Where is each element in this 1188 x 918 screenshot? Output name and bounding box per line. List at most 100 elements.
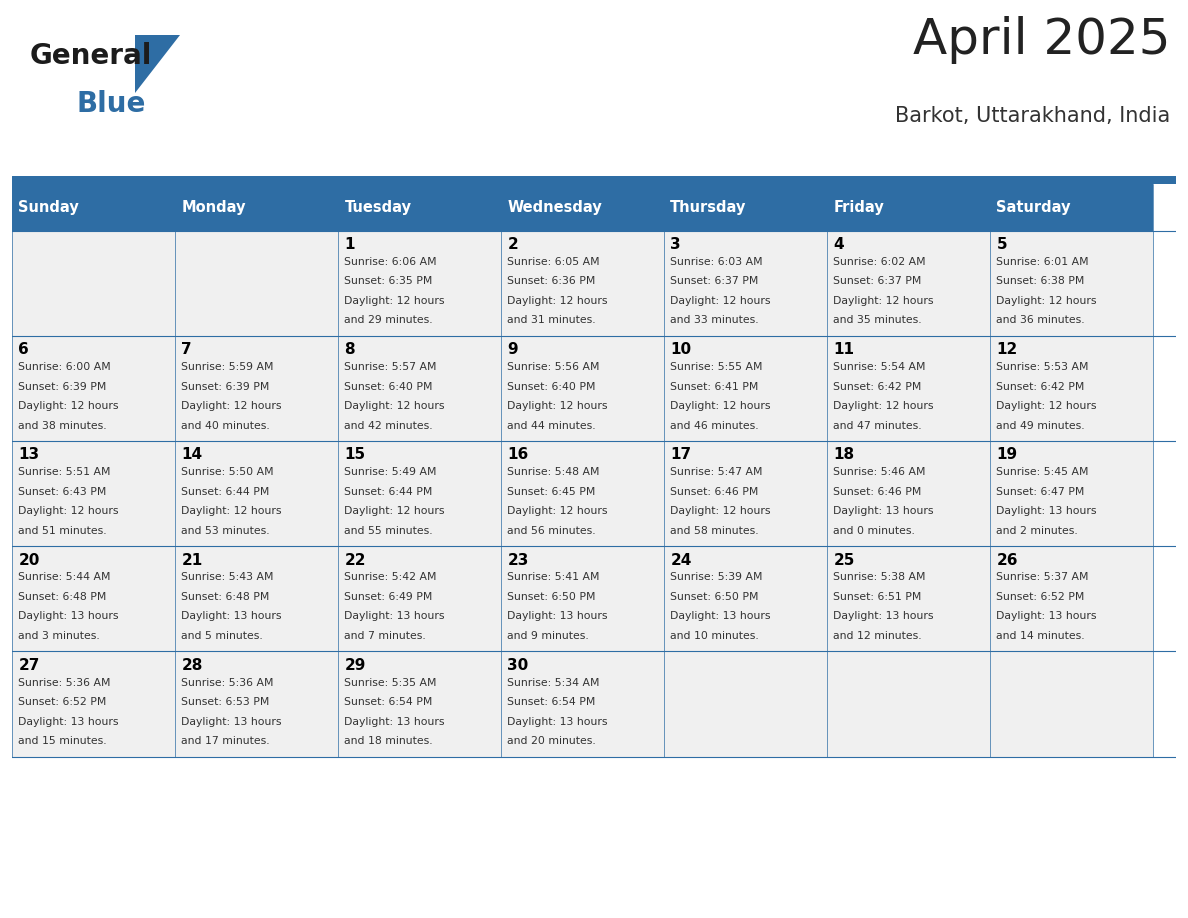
Text: Sunset: 6:51 PM: Sunset: 6:51 PM bbox=[833, 592, 922, 602]
Text: Daylight: 12 hours: Daylight: 12 hours bbox=[507, 506, 608, 516]
Text: Sunrise: 5:50 AM: Sunrise: 5:50 AM bbox=[182, 467, 274, 477]
Bar bbox=[501, 652, 664, 756]
Text: 25: 25 bbox=[833, 553, 854, 567]
Text: 10: 10 bbox=[670, 342, 691, 357]
Text: 16: 16 bbox=[507, 447, 529, 463]
Text: 22: 22 bbox=[345, 553, 366, 567]
Text: and 56 minutes.: and 56 minutes. bbox=[507, 526, 596, 536]
Text: and 3 minutes.: and 3 minutes. bbox=[18, 631, 100, 641]
Bar bbox=[12, 230, 175, 336]
Text: and 5 minutes.: and 5 minutes. bbox=[182, 631, 264, 641]
Text: and 53 minutes.: and 53 minutes. bbox=[182, 526, 270, 536]
Text: Daylight: 12 hours: Daylight: 12 hours bbox=[345, 296, 444, 306]
Text: Daylight: 12 hours: Daylight: 12 hours bbox=[182, 401, 282, 411]
Bar bbox=[501, 546, 664, 652]
Text: and 38 minutes.: and 38 minutes. bbox=[18, 420, 107, 431]
Text: 2: 2 bbox=[507, 237, 518, 252]
Text: 1: 1 bbox=[345, 237, 355, 252]
Text: 9: 9 bbox=[507, 342, 518, 357]
Bar bbox=[990, 336, 1152, 441]
Text: Daylight: 12 hours: Daylight: 12 hours bbox=[182, 506, 282, 516]
Text: Sunset: 6:49 PM: Sunset: 6:49 PM bbox=[345, 592, 432, 602]
Text: 14: 14 bbox=[182, 447, 202, 463]
Text: Sunrise: 5:35 AM: Sunrise: 5:35 AM bbox=[345, 677, 437, 688]
Text: Daylight: 12 hours: Daylight: 12 hours bbox=[670, 296, 771, 306]
Text: Sunset: 6:44 PM: Sunset: 6:44 PM bbox=[182, 487, 270, 497]
Text: Sunset: 6:40 PM: Sunset: 6:40 PM bbox=[345, 382, 432, 392]
Text: Daylight: 12 hours: Daylight: 12 hours bbox=[18, 506, 119, 516]
Text: Sunset: 6:40 PM: Sunset: 6:40 PM bbox=[507, 382, 596, 392]
Bar bbox=[175, 546, 337, 652]
Text: and 49 minutes.: and 49 minutes. bbox=[997, 420, 1085, 431]
Text: Daylight: 13 hours: Daylight: 13 hours bbox=[997, 506, 1097, 516]
Text: and 40 minutes.: and 40 minutes. bbox=[182, 420, 270, 431]
Bar bbox=[827, 546, 990, 652]
Text: Daylight: 13 hours: Daylight: 13 hours bbox=[18, 611, 119, 621]
Bar bbox=[990, 546, 1152, 652]
Text: 19: 19 bbox=[997, 447, 1017, 463]
Text: and 12 minutes.: and 12 minutes. bbox=[833, 631, 922, 641]
Text: Daylight: 13 hours: Daylight: 13 hours bbox=[182, 611, 282, 621]
Text: Sunset: 6:53 PM: Sunset: 6:53 PM bbox=[182, 697, 270, 707]
Text: Blue: Blue bbox=[77, 90, 146, 118]
Text: Sunrise: 5:46 AM: Sunrise: 5:46 AM bbox=[833, 467, 925, 477]
Text: Daylight: 12 hours: Daylight: 12 hours bbox=[997, 401, 1097, 411]
Text: Sunrise: 6:01 AM: Sunrise: 6:01 AM bbox=[997, 257, 1089, 267]
Bar bbox=[175, 652, 337, 756]
Text: Daylight: 13 hours: Daylight: 13 hours bbox=[18, 717, 119, 726]
Bar bbox=[12, 441, 175, 546]
Text: and 18 minutes.: and 18 minutes. bbox=[345, 736, 432, 746]
Text: Sunrise: 5:37 AM: Sunrise: 5:37 AM bbox=[997, 573, 1089, 583]
Text: Sunrise: 5:55 AM: Sunrise: 5:55 AM bbox=[670, 363, 763, 372]
Text: Sunrise: 5:45 AM: Sunrise: 5:45 AM bbox=[997, 467, 1089, 477]
Text: Sunset: 6:37 PM: Sunset: 6:37 PM bbox=[833, 276, 922, 286]
Text: Daylight: 13 hours: Daylight: 13 hours bbox=[833, 506, 934, 516]
Text: Daylight: 13 hours: Daylight: 13 hours bbox=[507, 611, 608, 621]
Text: and 7 minutes.: and 7 minutes. bbox=[345, 631, 426, 641]
Text: Daylight: 13 hours: Daylight: 13 hours bbox=[833, 611, 934, 621]
Bar bbox=[990, 652, 1152, 756]
Text: and 46 minutes.: and 46 minutes. bbox=[670, 420, 759, 431]
Text: Sunrise: 6:06 AM: Sunrise: 6:06 AM bbox=[345, 257, 437, 267]
Text: Daylight: 12 hours: Daylight: 12 hours bbox=[670, 401, 771, 411]
Text: and 9 minutes.: and 9 minutes. bbox=[507, 631, 589, 641]
Text: Daylight: 12 hours: Daylight: 12 hours bbox=[670, 506, 771, 516]
Text: 15: 15 bbox=[345, 447, 366, 463]
Text: 18: 18 bbox=[833, 447, 854, 463]
Text: Sunrise: 5:59 AM: Sunrise: 5:59 AM bbox=[182, 363, 274, 372]
Text: Sunrise: 5:47 AM: Sunrise: 5:47 AM bbox=[670, 467, 763, 477]
Bar bbox=[664, 184, 827, 230]
Text: Sunset: 6:39 PM: Sunset: 6:39 PM bbox=[182, 382, 270, 392]
Text: 3: 3 bbox=[670, 237, 681, 252]
Bar bbox=[337, 336, 501, 441]
Bar bbox=[501, 336, 664, 441]
Text: Sunset: 6:54 PM: Sunset: 6:54 PM bbox=[507, 697, 595, 707]
Text: Sunset: 6:50 PM: Sunset: 6:50 PM bbox=[507, 592, 596, 602]
Text: Sunrise: 6:02 AM: Sunrise: 6:02 AM bbox=[833, 257, 925, 267]
Text: Tuesday: Tuesday bbox=[345, 200, 411, 215]
Text: Sunset: 6:42 PM: Sunset: 6:42 PM bbox=[997, 382, 1085, 392]
Text: Sunday: Sunday bbox=[18, 200, 80, 215]
Text: 26: 26 bbox=[997, 553, 1018, 567]
Bar bbox=[12, 652, 175, 756]
Text: 29: 29 bbox=[345, 657, 366, 673]
Text: 7: 7 bbox=[182, 342, 192, 357]
Text: Daylight: 12 hours: Daylight: 12 hours bbox=[833, 296, 934, 306]
Text: and 51 minutes.: and 51 minutes. bbox=[18, 526, 107, 536]
Text: and 2 minutes.: and 2 minutes. bbox=[997, 526, 1079, 536]
Text: and 20 minutes.: and 20 minutes. bbox=[507, 736, 596, 746]
Text: 28: 28 bbox=[182, 657, 203, 673]
Text: Daylight: 12 hours: Daylight: 12 hours bbox=[507, 401, 608, 411]
Text: Sunrise: 5:48 AM: Sunrise: 5:48 AM bbox=[507, 467, 600, 477]
Bar bbox=[12, 336, 175, 441]
Text: Sunrise: 5:49 AM: Sunrise: 5:49 AM bbox=[345, 467, 437, 477]
Text: and 17 minutes.: and 17 minutes. bbox=[182, 736, 270, 746]
Text: Daylight: 12 hours: Daylight: 12 hours bbox=[18, 401, 119, 411]
Text: 30: 30 bbox=[507, 657, 529, 673]
Text: and 31 minutes.: and 31 minutes. bbox=[507, 316, 596, 325]
Bar bbox=[827, 184, 990, 230]
Text: 12: 12 bbox=[997, 342, 1018, 357]
Text: Sunrise: 6:03 AM: Sunrise: 6:03 AM bbox=[670, 257, 763, 267]
Text: Sunset: 6:52 PM: Sunset: 6:52 PM bbox=[997, 592, 1085, 602]
Bar bbox=[990, 441, 1152, 546]
